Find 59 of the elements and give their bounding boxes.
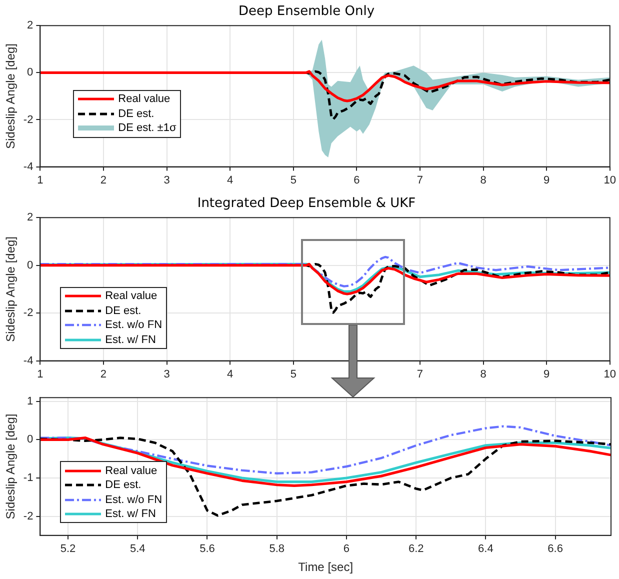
y-axis-title: Sideslip Angle [deg]: [4, 43, 18, 149]
x-tick-label: 9: [544, 368, 550, 380]
x-tick-label: 3: [164, 368, 170, 380]
x-tick-label: 7: [416, 174, 424, 186]
x-tick-label: 5: [290, 368, 296, 380]
x-tick-label: 8: [480, 174, 486, 186]
y-tick-label: 2: [27, 20, 34, 32]
x-tick-label: 6: [343, 543, 350, 556]
x-tick-label: 6.2: [408, 543, 424, 556]
legend-label: Real value: [118, 93, 170, 106]
legend-label: Est. w/o FN: [105, 494, 162, 506]
y-tick-label: -4: [23, 160, 34, 173]
legend-label: DE est. ±1σ: [118, 122, 176, 134]
chart-title: Deep Ensemble Only: [238, 4, 375, 20]
y-tick-label: -1: [23, 472, 34, 484]
legend-label: Est. w/ FN: [105, 334, 156, 346]
x-tick-label: 1: [37, 174, 44, 186]
x-tick-label: 6: [354, 174, 360, 186]
x-tick-label: 5.6: [200, 543, 215, 556]
legend-label: Est. w/o FN: [105, 319, 162, 332]
x-tick-label: 5: [290, 174, 296, 186]
x-tick-label: 7: [416, 368, 424, 380]
x-tick-label: 4: [227, 174, 234, 186]
legend-label: DE est.: [118, 108, 154, 120]
x-tick-label: 5.8: [269, 543, 285, 556]
y-tick-label: 0: [27, 434, 34, 446]
legend-label: DE est.: [105, 304, 142, 317]
x-tick-label: 3: [164, 174, 170, 186]
y-tick-label: -2: [23, 307, 34, 320]
x-tick-label: 6.4: [478, 543, 494, 556]
y-axis-title: Sideslip Angle [deg]: [4, 414, 18, 520]
x-tick-label: 8: [480, 368, 486, 380]
x-tick-label: 2: [100, 174, 107, 186]
x-tick-label: 5.4: [130, 543, 146, 556]
legend-label: DE est.: [105, 479, 142, 492]
chart-title: Integrated Deep Ensemble & UKF: [197, 196, 416, 212]
line-series: [40, 425, 611, 474]
y-tick-label: 0: [27, 66, 34, 79]
y-tick-label: 0: [27, 259, 34, 272]
x-tick-label: 10: [604, 368, 616, 380]
x-tick-label: 10: [604, 174, 616, 186]
legend-label: Est. w/ FN: [105, 508, 156, 520]
x-tick-label: 6.6: [548, 543, 563, 556]
line-series: [40, 256, 610, 288]
y-axis-title: Sideslip Angle [deg]: [4, 236, 18, 342]
x-axis-title: Time [sec]: [298, 560, 354, 574]
legend-label: Real value: [105, 290, 158, 302]
x-tick-label: 9: [544, 174, 550, 186]
x-tick-label: 2: [100, 368, 107, 380]
legend-label: Real value: [105, 464, 158, 477]
line-series: [40, 436, 611, 517]
x-tick-label: 5.2: [60, 543, 76, 556]
x-tick-label: 1: [37, 368, 44, 380]
y-tick-label: -2: [23, 510, 34, 522]
y-tick-label: -4: [23, 354, 34, 367]
y-tick-label: -2: [23, 114, 34, 126]
x-tick-label: 4: [227, 368, 234, 380]
y-tick-label: 2: [27, 212, 34, 224]
y-tick-label: 1: [27, 395, 34, 408]
